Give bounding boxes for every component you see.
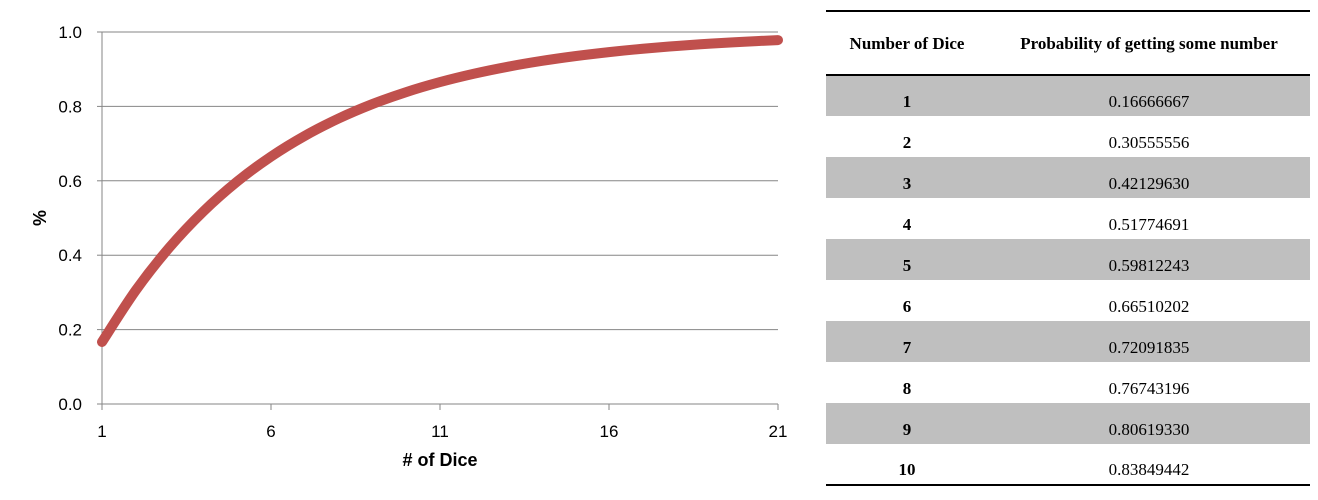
- x-tick-label: 11: [431, 422, 449, 441]
- x-tick-label: 6: [266, 422, 275, 441]
- y-tick-label: 0.2: [58, 321, 82, 340]
- probability-table-container: Number of Dice Probability of getting so…: [826, 10, 1310, 486]
- dice-count-cell: 1: [826, 75, 988, 116]
- dice-count-cell: 3: [826, 157, 988, 198]
- table-row: 1 0.16666667: [826, 75, 1310, 116]
- dice-count-cell: 2: [902, 133, 912, 152]
- table-row: 9 0.80619330: [826, 403, 1310, 444]
- dice-count-cell: 4: [902, 215, 912, 234]
- y-tick-label: 0.6: [58, 172, 82, 191]
- gridlines: [102, 31, 778, 331]
- y-axis-ticks: 0.0 0.2 0.4 0.6 0.8 1.0: [58, 23, 102, 414]
- x-axis-title: # of Dice: [402, 450, 477, 470]
- probability-cell: 0.72091835: [988, 321, 1310, 362]
- y-axis-title: %: [30, 210, 50, 226]
- probability-line-chart: 0.00.20.40.60.81.0 1 6 11 16 21 # of Dice %: [30, 23, 787, 470]
- dice-count-cell: 5: [826, 239, 988, 280]
- probability-cell: 0.59812243: [988, 239, 1310, 280]
- table-row: 6 0.66510202: [826, 280, 1310, 321]
- probability-cell: 0.42129630: [988, 157, 1310, 198]
- dice-count-cell: 10: [898, 460, 916, 479]
- probability-cell: 0.76743196: [1108, 379, 1190, 398]
- y-tick-label: 0.0: [58, 395, 82, 414]
- x-tick-label: 1: [97, 422, 106, 441]
- dice-count-cell: 7: [826, 321, 988, 362]
- x-tick-label: 16: [600, 422, 619, 441]
- series-line: [97, 35, 783, 347]
- probability-cell: 0.30555556: [1108, 133, 1190, 152]
- probability-cell: 0.51774691: [1108, 215, 1190, 234]
- table-row: 10 0.83849442: [826, 444, 1310, 485]
- dice-count-cell: 6: [902, 297, 912, 316]
- table-row: 7 0.72091835: [826, 321, 1310, 362]
- x-axis-ticks: 1 6 11 16 21: [97, 404, 787, 441]
- y-tick-label: 0.8: [58, 97, 82, 116]
- table-row: 5 0.59812243: [826, 239, 1310, 280]
- table-row: 8 0.76743196: [826, 362, 1310, 403]
- y-tick-label: 1.0: [58, 23, 82, 42]
- header-probability: Probability of getting some number: [1020, 33, 1278, 53]
- probability-cell: 0.16666667: [988, 75, 1310, 116]
- table-header-row: Number of Dice Probability of getting so…: [826, 11, 1310, 75]
- probability-cell: 0.80619330: [988, 403, 1310, 444]
- header-number-of-dice: Number of Dice: [849, 33, 965, 53]
- table-row: 4 0.51774691: [826, 198, 1310, 239]
- dice-count-cell: 9: [826, 403, 988, 444]
- probability-cell: 0.66510202: [1108, 297, 1190, 316]
- table-row: 3 0.42129630: [826, 157, 1310, 198]
- table-row: 2 0.30555556: [826, 116, 1310, 157]
- y-tick-label: 0.4: [58, 246, 82, 265]
- probability-cell: 0.83849442: [1108, 460, 1190, 479]
- x-tick-label: 21: [769, 422, 788, 441]
- dice-count-cell: 8: [902, 379, 912, 398]
- probability-table: Number of Dice Probability of getting so…: [826, 10, 1310, 486]
